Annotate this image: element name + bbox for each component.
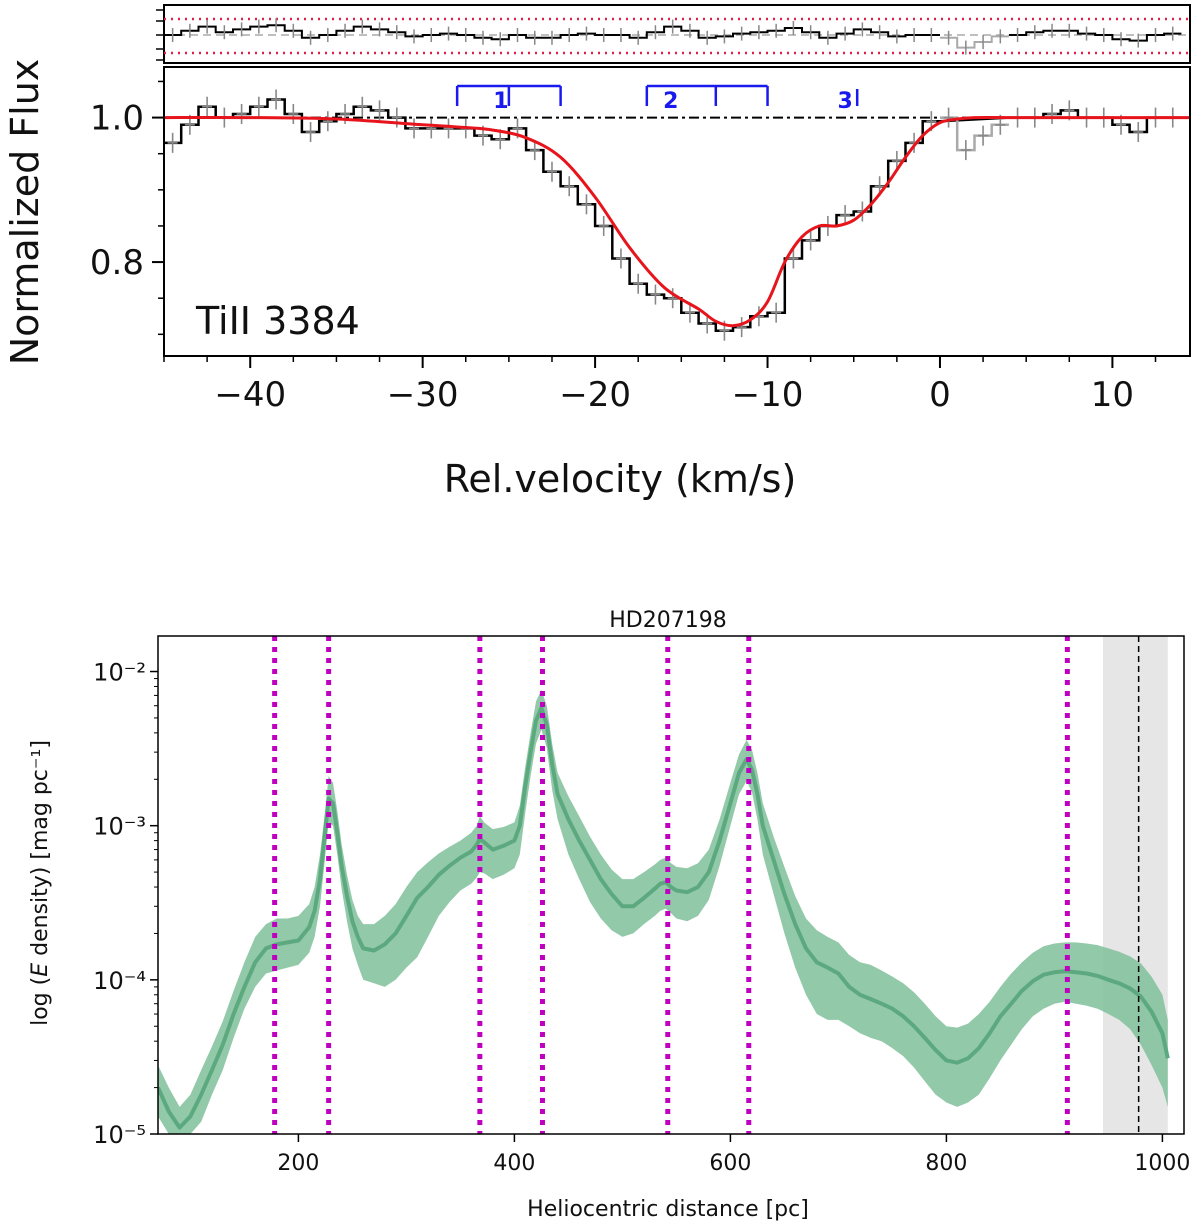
x-tick-label: 0 bbox=[929, 375, 951, 415]
spectrum-panel: 1 2 3 −40 −30 −20 −10 0 10 0.8 1.0 TiII 3384 Rel.… bbox=[3, 4, 1191, 501]
flux-axes: −40 −30 −20 −10 0 10 0.8 1.0 bbox=[90, 9, 1191, 415]
x-tick-label: 10 bbox=[1091, 375, 1134, 415]
y-axis-label: log (E density) [mag pc⁻¹] bbox=[28, 740, 53, 1026]
component-marker-2: 2 bbox=[645, 84, 769, 114]
x-tick-label: −20 bbox=[559, 375, 631, 415]
residual-step-masked bbox=[940, 35, 1009, 49]
x-tick-label: 400 bbox=[493, 1151, 535, 1176]
x-tick-label: −30 bbox=[387, 375, 459, 415]
flux-frame bbox=[163, 66, 1191, 357]
flux-plot-area: 1 2 3 bbox=[163, 84, 1190, 341]
y-axis-label: Normalized Flux bbox=[3, 59, 47, 366]
x-tick-label: −40 bbox=[214, 375, 286, 415]
x-tick-label: 200 bbox=[277, 1151, 319, 1176]
x-tick-label: 800 bbox=[925, 1151, 967, 1176]
y-tick-label: 1.0 bbox=[90, 99, 144, 139]
x-axis-label: Rel.velocity (km/s) bbox=[444, 457, 797, 501]
extinction-axes: 200 400 600 800 1000 10⁻⁵ 10⁻⁴ 10⁻³ 10⁻² bbox=[93, 635, 1190, 1176]
extinction-plot-area bbox=[158, 636, 1170, 1134]
residual-step-right bbox=[1008, 29, 1182, 42]
y-tick-label: 10⁻⁵ bbox=[93, 1121, 146, 1149]
residual-strip bbox=[163, 4, 1191, 64]
extinction-panel: 200 400 600 800 1000 10⁻⁵ 10⁻⁴ 10⁻³ 10⁻² HD20719… bbox=[28, 608, 1190, 1222]
model-fit-line bbox=[163, 115, 1190, 328]
y-tick-label: 10⁻³ bbox=[93, 813, 146, 841]
component-label: 3 bbox=[838, 89, 853, 114]
median-line bbox=[158, 706, 1170, 1130]
component-label: 1 bbox=[493, 89, 508, 114]
residual-frame bbox=[163, 4, 1191, 64]
plot-frame bbox=[157, 635, 1185, 1135]
component-marker-1: 1 bbox=[455, 84, 562, 114]
observed-flux-masked bbox=[940, 116, 1009, 152]
uncertainty-band bbox=[158, 689, 1168, 1134]
residual-step-left bbox=[164, 24, 940, 41]
x-tick-label: −10 bbox=[732, 375, 804, 415]
x-tick-label: 600 bbox=[709, 1151, 751, 1176]
y-tick-label: 10⁻² bbox=[93, 659, 146, 687]
x-tick-label: 1000 bbox=[1134, 1151, 1190, 1176]
y-tick-label: 0.8 bbox=[90, 243, 144, 283]
x-axis-label: Heliocentric distance [pc] bbox=[527, 1197, 809, 1222]
chart-title: HD207198 bbox=[609, 608, 726, 633]
line-species-annotation: TiII 3384 bbox=[195, 299, 360, 343]
y-tick-label: 10⁻⁴ bbox=[93, 967, 146, 995]
component-marker-3: 3 bbox=[838, 89, 859, 114]
component-label: 2 bbox=[663, 89, 678, 114]
